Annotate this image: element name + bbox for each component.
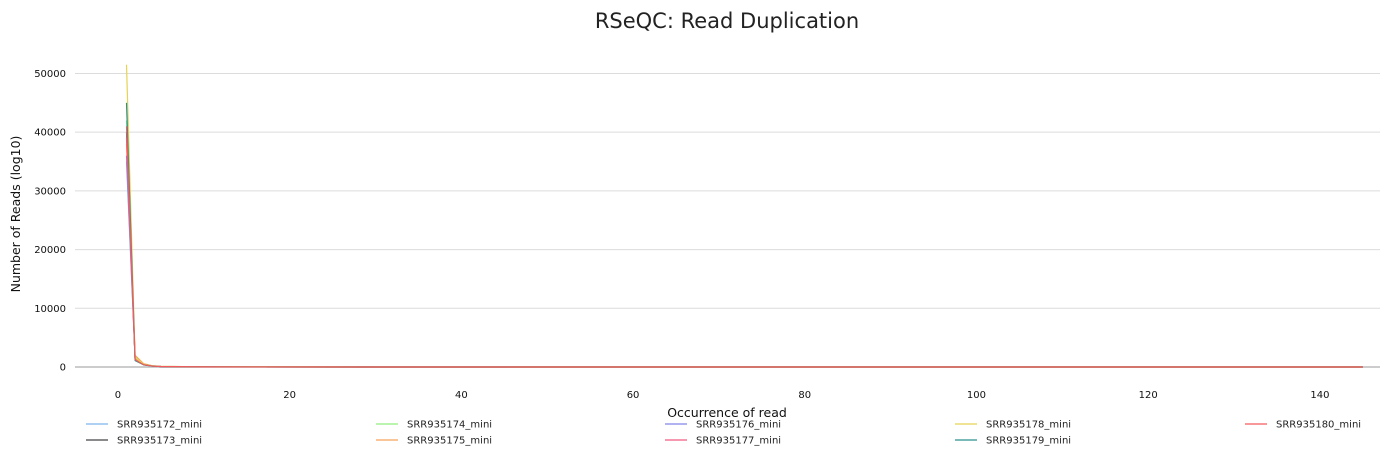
legend-label: SRR935179_mini <box>986 436 1071 447</box>
series-lines <box>125 64 1363 368</box>
series-line-9 <box>125 126 1363 368</box>
x-tick-label: 120 <box>1139 390 1158 401</box>
x-tick-label: 20 <box>283 390 296 401</box>
series-line-4 <box>125 143 1363 368</box>
x-tick-label: 100 <box>967 390 986 401</box>
series-line-7 <box>125 64 1363 368</box>
legend-item[interactable]: SRR935175_mini <box>376 436 492 447</box>
x-tick-label: 40 <box>455 390 468 401</box>
grid-lines <box>75 72 1380 368</box>
x-tick-label: 60 <box>627 390 640 401</box>
chart-title: RSeQC: Read Duplication <box>595 9 859 33</box>
legend-item[interactable]: SRR935173_mini <box>86 436 202 447</box>
legend-label: SRR935173_mini <box>117 436 202 447</box>
legend: SRR935172_mini SRR935173_mini SRR935174_mi… <box>86 420 1361 447</box>
legend-item[interactable]: SRR935180_mini <box>1245 420 1361 431</box>
y-axis-ticks: 0 10000 20000 30000 40000 50000 <box>34 69 66 374</box>
legend-item[interactable]: SRR935176_mini <box>665 420 781 431</box>
legend-item[interactable]: SRR935178_mini <box>955 420 1071 431</box>
legend-label: SRR935180_mini <box>1276 420 1361 431</box>
legend-item[interactable]: SRR935179_mini <box>955 436 1071 447</box>
y-tick-label: 0 <box>60 363 66 374</box>
series-line-5 <box>125 155 1363 368</box>
series-line-6 <box>125 138 1363 368</box>
legend-label: SRR935177_mini <box>696 436 781 447</box>
legend-label: SRR935174_mini <box>407 420 492 431</box>
x-tick-label: 80 <box>798 390 811 401</box>
legend-item[interactable]: SRR935174_mini <box>376 420 492 431</box>
legend-label: SRR935176_mini <box>696 420 781 431</box>
legend-label: SRR935175_mini <box>407 436 492 447</box>
x-tick-label: 0 <box>115 390 121 401</box>
y-tick-label: 40000 <box>34 128 66 139</box>
series-line-3 <box>125 120 1363 368</box>
legend-label: SRR935178_mini <box>986 420 1071 431</box>
series-line-8 <box>125 102 1363 368</box>
legend-label: SRR935172_mini <box>117 420 202 431</box>
x-axis-label: Occurrence of read <box>667 405 787 420</box>
y-tick-label: 10000 <box>34 304 66 315</box>
series-line-1 <box>125 161 1363 368</box>
y-axis-label: Number of Reads (log10) <box>8 136 23 293</box>
y-tick-label: 20000 <box>34 245 66 256</box>
y-tick-label: 50000 <box>34 69 66 80</box>
x-tick-label: 140 <box>1310 390 1329 401</box>
x-axis-ticks: 0 20 40 60 80 100 120 140 <box>115 390 1330 401</box>
y-tick-label: 30000 <box>34 186 66 197</box>
legend-item[interactable]: SRR935172_mini <box>86 420 202 431</box>
legend-item[interactable]: SRR935177_mini <box>665 436 781 447</box>
